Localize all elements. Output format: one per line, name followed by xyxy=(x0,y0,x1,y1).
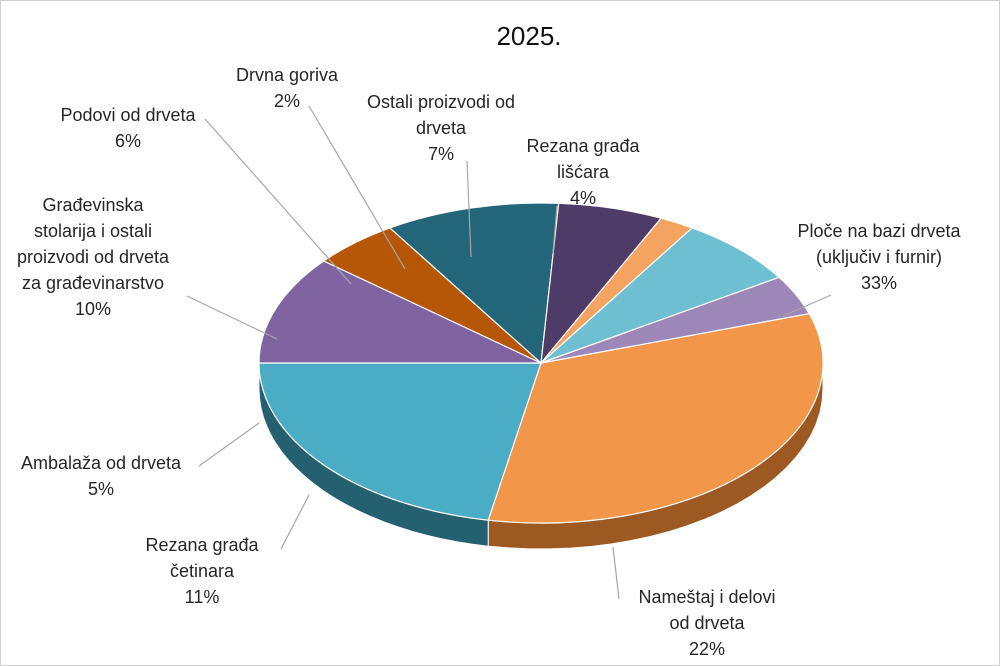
slice-label: Rezana građa lišćara 4% xyxy=(526,136,640,208)
pie-slice xyxy=(487,312,824,524)
leader-line xyxy=(280,494,310,550)
slice-label: Građevinska stolarija i ostali proizvodi o… xyxy=(17,195,170,319)
leader-line xyxy=(612,546,620,600)
data-labels: Ploče na bazi drveta (uključiv i furnir) 3… xyxy=(17,65,962,659)
pie-slice xyxy=(258,362,542,521)
slice-label: Podovi od drveta 6% xyxy=(60,105,196,151)
pie-slice xyxy=(388,202,560,365)
leader-line xyxy=(308,105,406,270)
leader-line xyxy=(782,294,832,317)
leader-line xyxy=(198,422,260,467)
leader-line xyxy=(466,160,472,258)
chart-title: 2025. xyxy=(496,21,561,51)
leader-line xyxy=(204,118,352,285)
slice-label: Ambalaža od drveta 5% xyxy=(21,453,182,499)
slice-label: Drvna goriva 2% xyxy=(236,65,339,111)
leader-line xyxy=(186,295,278,340)
pie-slice xyxy=(258,260,542,364)
leader-line xyxy=(552,205,558,254)
slice-label: Nameštaj i delovi od drveta 22% xyxy=(638,587,775,659)
slice-label: Ploče na bazi drveta (uključiv i furnir) 3… xyxy=(797,221,961,293)
pie-slice xyxy=(540,227,781,364)
leader-lines xyxy=(186,105,832,600)
slice-label: Ostali proizvodi od drveta 7% xyxy=(367,92,515,164)
slice-label: Rezana građa četinara 11% xyxy=(145,535,259,607)
pie-slice xyxy=(540,276,811,364)
pie-slices xyxy=(258,202,824,524)
